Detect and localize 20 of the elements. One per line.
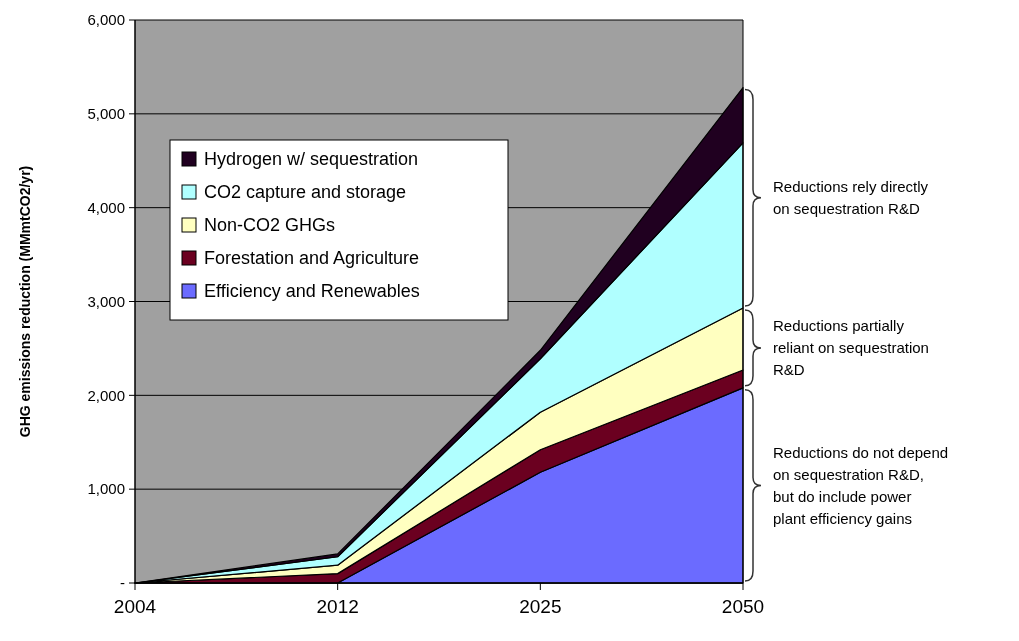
- x-tick-label: 2050: [721, 596, 765, 617]
- y-tick-label: -: [120, 574, 125, 592]
- y-tick-label: 1,000: [87, 480, 125, 498]
- y-tick-label: 2,000: [87, 386, 125, 404]
- y-tick-label: 3,000: [87, 292, 125, 310]
- x-tick-label: 2012: [316, 596, 359, 617]
- y-tick-label: 5,000: [87, 105, 125, 123]
- y-tick-label: 4,000: [87, 198, 125, 216]
- y-tick-label: 6,000: [87, 11, 125, 29]
- legend-label: CO2 capture and storage: [204, 182, 407, 203]
- legend-label: Hydrogen w/ sequestration: [204, 149, 419, 170]
- text: Reductions partially reliant on sequestration R&D: [773, 317, 929, 379]
- x-tick-label: 2004: [113, 596, 157, 617]
- y-axis-title: GHG emissions reduction (MMmtCO2/yr): [17, 165, 33, 438]
- legend-label: Efficiency and Renewables: [204, 281, 420, 302]
- legend-label: Non-CO2 GHGs: [204, 215, 336, 236]
- text: Reductions rely directly on sequestration R&D: [773, 178, 929, 218]
- legend-label: Forestation and Agriculture: [204, 248, 420, 269]
- text: Reductions do not depend on sequestration R&D, but do include power plant efficiency gains: [773, 443, 949, 527]
- x-tick-label: 2025: [519, 596, 562, 617]
